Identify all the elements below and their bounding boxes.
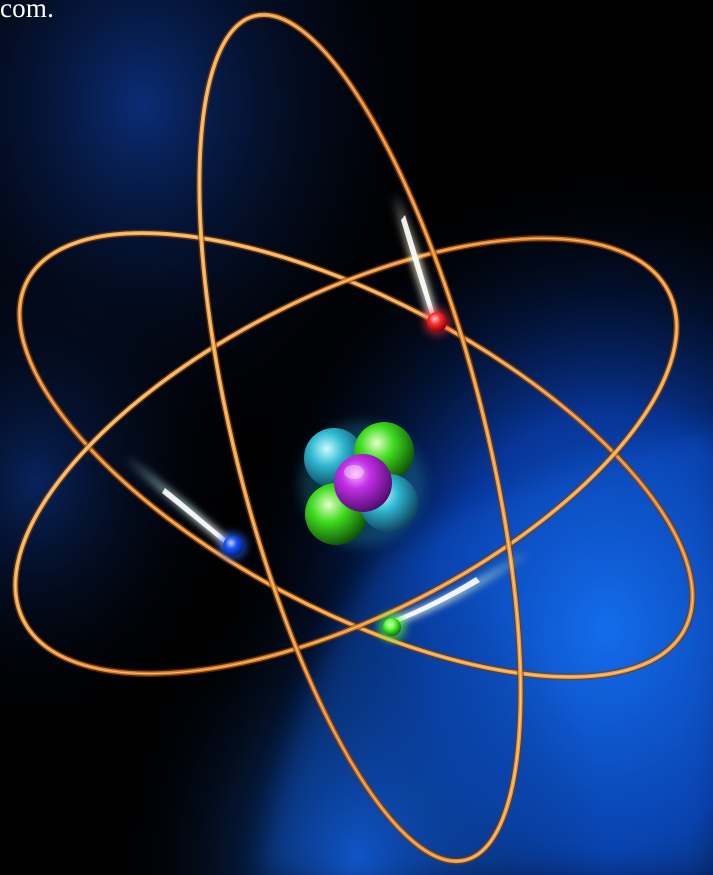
electron-blue — [223, 536, 243, 556]
trail-green-core — [392, 577, 480, 624]
electrons — [219, 308, 451, 641]
electron-green — [383, 618, 401, 636]
orbit-3 — [195, 11, 525, 865]
electron-trails — [126, 195, 530, 625]
nucleus-center-purple — [334, 454, 392, 512]
background-wave — [260, 430, 713, 875]
trail-blue-core — [162, 488, 234, 548]
caption-fragment: com. — [0, 0, 55, 23]
orbit-2 — [11, 234, 681, 678]
nucleus — [300, 422, 424, 546]
nucleus-center-highlight — [344, 465, 364, 479]
trail-red-core — [401, 215, 436, 319]
electron-red — [427, 312, 447, 332]
